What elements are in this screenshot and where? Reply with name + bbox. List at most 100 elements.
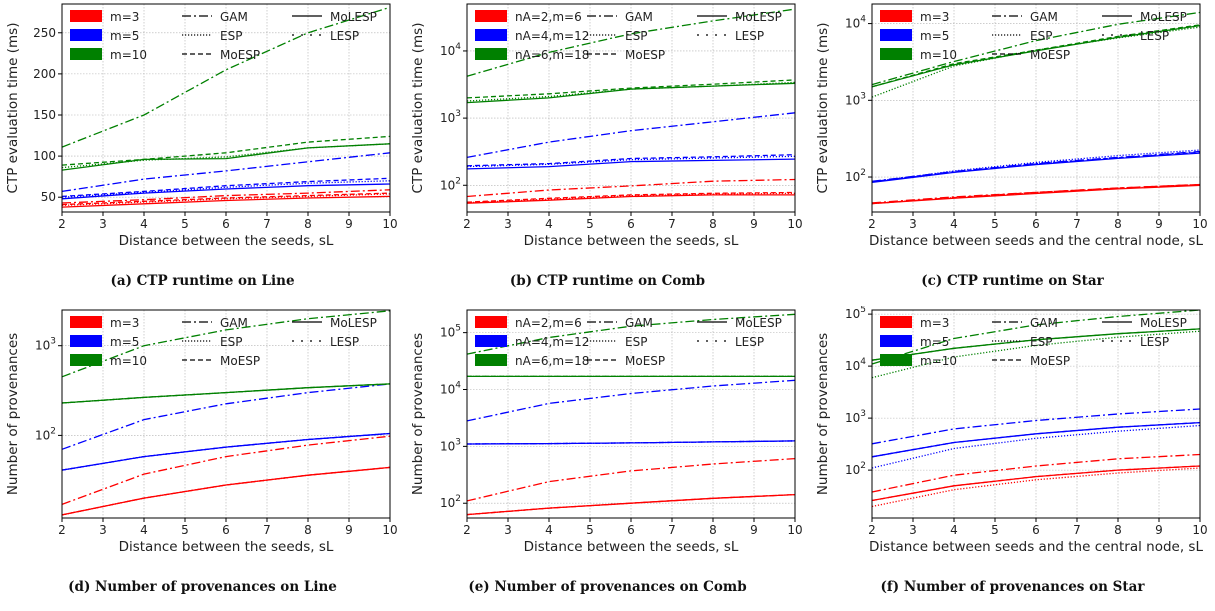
legend-label: nA=2,m=6 [515, 10, 582, 24]
x-axis-label: Distance between seeds and the central n… [869, 539, 1203, 555]
series-line-m-3-gam [61, 189, 391, 204]
x-tick-label: 4 [140, 523, 148, 537]
y-axis-label: CTP evaluation time (ms) [410, 23, 426, 194]
legend-color-swatch [70, 335, 102, 347]
legend-style-label: LESP [330, 29, 359, 43]
x-tick-label: 8 [304, 217, 312, 231]
series-line-m-3-molesp [61, 195, 391, 208]
legend: m=3 m=5 m=10 GAM ESP MoESP MoLESP LESP [70, 10, 377, 62]
x-tick-label: 8 [1114, 523, 1122, 537]
x-tick-label: 4 [545, 523, 553, 537]
x-tick-label: 2 [868, 217, 876, 231]
series-line-m-3-molesp [61, 466, 391, 516]
x-tick-label: 10 [382, 523, 397, 537]
legend-style-label: MoLESP [330, 10, 377, 24]
legend-style-label: ESP [220, 335, 242, 349]
legend-color-swatch [70, 48, 102, 60]
series-line-m-10-molesp [61, 143, 391, 171]
legend-style-label: GAM [220, 316, 248, 330]
x-tick-label: 5 [991, 523, 999, 537]
series-line-m-10-gam [871, 11, 1201, 86]
chart-svg: 2 3 4 5 6 7 8 9 10 102 103 104 Distance between seed… [815, 3, 1208, 249]
y-tick-label: 103 [440, 109, 461, 125]
x-tick-label: 8 [304, 523, 312, 537]
legend-style-label: GAM [1030, 316, 1058, 330]
x-tick-label: 5 [181, 523, 189, 537]
series-line-m-10-molesp [871, 328, 1201, 361]
x-tick-label: 3 [504, 523, 512, 537]
y-tick-label: 105 [845, 306, 866, 321]
series-line-m-10-molesp [871, 24, 1201, 88]
legend-style-label: ESP [1030, 335, 1052, 349]
y-tick-label: 102 [440, 176, 461, 192]
y-tick-label: 104 [845, 357, 866, 373]
x-tick-label: 2 [58, 523, 66, 537]
series-line-m-5-molesp [61, 432, 391, 471]
legend: m=3 m=5 m=10 GAM ESP MoESP MoLESP LESP [880, 316, 1187, 368]
legend-label: m=3 [110, 316, 139, 330]
series-line-m-10-gam [61, 6, 391, 148]
chart-panel-e: 2 3 4 5 6 7 8 9 10 102 103 104 105 Distance between t… [405, 306, 810, 611]
series-line-na-2-m-6-gam [466, 457, 796, 502]
x-tick-label: 6 [627, 523, 635, 537]
legend-style-label: ESP [625, 29, 647, 43]
legend-color-swatch [880, 335, 912, 347]
legend: m=3 m=5 m=10 GAM ESP MoESP MoLESP LESP [880, 10, 1187, 62]
x-tick-label: 7 [263, 217, 271, 231]
series-line-m-10-molesp [61, 383, 391, 404]
x-tick-label: 3 [909, 523, 917, 537]
y-tick-label: 103 [35, 337, 56, 353]
x-axis-label: Distance between the seeds, sL [119, 233, 334, 249]
series-line-m-5-esp [61, 180, 391, 198]
y-tick-label: 104 [440, 42, 461, 58]
series-line-m-5-molesp [871, 152, 1201, 184]
x-axis-label: Distance between the seeds, sL [524, 233, 739, 249]
y-tick-label: 104 [440, 380, 461, 396]
legend-color-swatch [475, 48, 507, 60]
legend-label: m=5 [110, 29, 139, 43]
legend-color-swatch [475, 29, 507, 41]
legend-style-label: LESP [330, 335, 359, 349]
y-tick-label: 50 [41, 190, 56, 204]
y-tick-label: 103 [440, 437, 461, 453]
x-tick-label: 3 [99, 523, 107, 537]
x-tick-label: 7 [1073, 217, 1081, 231]
legend-label: m=10 [920, 354, 957, 368]
legend-style-label: LESP [1140, 29, 1169, 43]
y-tick-label: 102 [845, 461, 866, 477]
series-line-na-2-m-6-molesp [466, 194, 795, 204]
x-tick-label: 7 [263, 523, 271, 537]
x-tick-label: 4 [545, 217, 553, 231]
x-tick-label: 9 [345, 523, 353, 537]
x-tick-label: 10 [787, 217, 802, 231]
legend-label: nA=2,m=6 [515, 316, 582, 330]
legend-color-swatch [880, 48, 912, 60]
x-tick-label: 9 [1155, 523, 1163, 537]
legend-color-swatch [475, 10, 507, 22]
y-axis-label: Number of provenances [815, 333, 831, 495]
legend-style-label: MoESP [220, 48, 260, 62]
x-tick-label: 3 [99, 217, 107, 231]
x-tick-label: 5 [586, 217, 594, 231]
x-tick-label: 6 [627, 217, 635, 231]
legend: m=3 m=5 m=10 GAM ESP MoESP MoLESP LESP [70, 316, 377, 368]
x-tick-label: 7 [668, 523, 676, 537]
series-line-m-5-esp [871, 149, 1201, 183]
x-tick-label: 4 [950, 523, 958, 537]
chart-panel-a: 2 3 4 5 6 7 8 9 10 50 100 150 200 250 Distance between… [0, 0, 405, 305]
legend-label: nA=6,m=18 [515, 48, 589, 62]
y-axis-label: CTP evaluation time (ms) [815, 23, 831, 194]
legend-style-label: MoESP [625, 48, 665, 62]
chart-panel-c: 2 3 4 5 6 7 8 9 10 102 103 104 Distance between seed… [810, 0, 1215, 305]
legend-style-label: LESP [1140, 335, 1169, 349]
x-tick-label: 9 [1155, 217, 1163, 231]
legend: nA=2,m=6 nA=4,m=12 nA=6,m=18 GAM ESP MoESP MoL… [475, 316, 782, 368]
y-tick-label: 100 [33, 149, 56, 163]
y-tick-label: 105 [440, 324, 461, 340]
series-line-na-6-m-18-gam [466, 313, 796, 355]
y-tick-label: 200 [33, 67, 56, 81]
legend-label: nA=4,m=12 [515, 335, 589, 349]
legend-color-swatch [475, 335, 507, 347]
legend-style-label: LESP [735, 335, 764, 349]
series-line-na-2-m-6-gam [466, 178, 796, 198]
